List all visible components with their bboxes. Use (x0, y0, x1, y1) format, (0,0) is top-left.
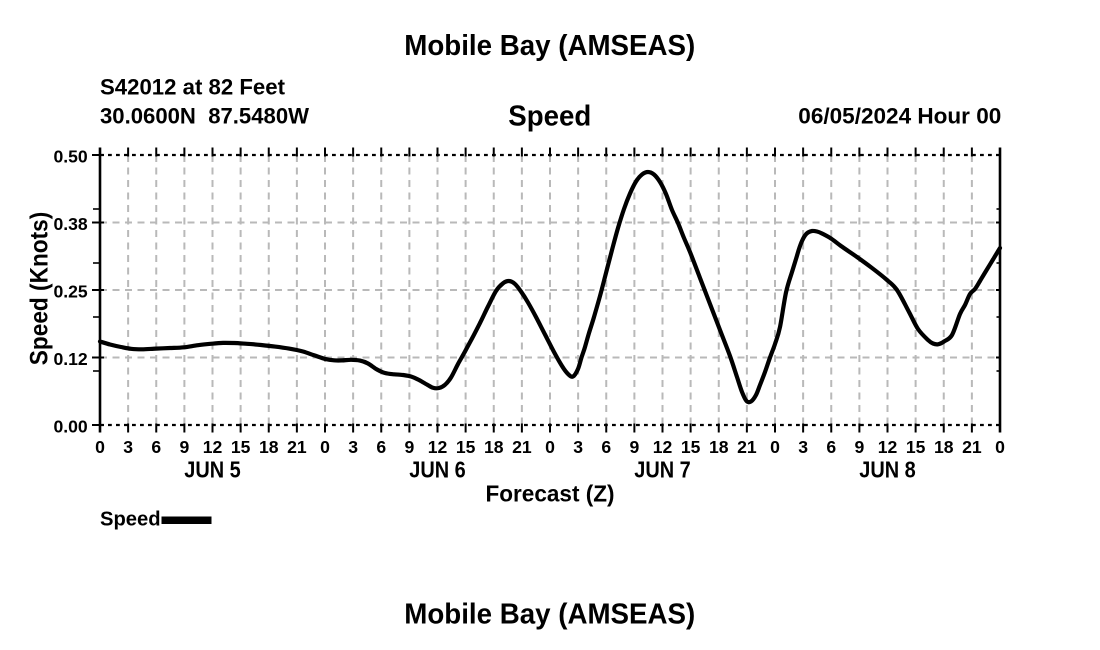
svg-text:3: 3 (348, 437, 358, 457)
svg-text:0.25: 0.25 (53, 281, 87, 301)
svg-text:0: 0 (770, 437, 780, 457)
svg-text:Mobile Bay (AMSEAS): Mobile Bay (AMSEAS) (404, 599, 695, 631)
svg-text:0.12: 0.12 (53, 349, 87, 369)
svg-text:21: 21 (737, 437, 757, 457)
svg-text:15: 15 (231, 437, 251, 457)
svg-text:9: 9 (854, 437, 864, 457)
svg-text:21: 21 (962, 437, 982, 457)
svg-text:0: 0 (95, 437, 105, 457)
svg-text:21: 21 (512, 437, 532, 457)
svg-text:6: 6 (601, 437, 611, 457)
svg-text:JUN 8: JUN 8 (859, 456, 916, 482)
svg-text:Speed (Knots): Speed (Knots) (25, 212, 53, 366)
svg-text:9: 9 (404, 437, 414, 457)
svg-text:18: 18 (934, 437, 954, 457)
svg-text:30.0600N 87.5480W: 30.0600N 87.5480W (100, 104, 309, 129)
svg-text:21: 21 (287, 437, 307, 457)
svg-text:12: 12 (428, 437, 448, 457)
svg-text:18: 18 (259, 437, 279, 457)
svg-text:12: 12 (653, 437, 673, 457)
svg-text:3: 3 (123, 437, 133, 457)
svg-text:9: 9 (179, 437, 189, 457)
svg-text:15: 15 (906, 437, 926, 457)
svg-text:Mobile Bay (AMSEAS): Mobile Bay (AMSEAS) (404, 30, 695, 62)
svg-text:Speed: Speed (508, 101, 591, 133)
svg-text:3: 3 (798, 437, 808, 457)
svg-text:S42012 at 82 Feet: S42012 at 82 Feet (100, 75, 285, 100)
svg-text:0.50: 0.50 (53, 146, 87, 166)
svg-text:0.38: 0.38 (53, 214, 87, 234)
svg-text:9: 9 (629, 437, 639, 457)
svg-text:JUN 7: JUN 7 (634, 456, 691, 482)
svg-text:0: 0 (320, 437, 330, 457)
svg-text:0: 0 (995, 437, 1005, 457)
svg-text:12: 12 (878, 437, 898, 457)
svg-text:6: 6 (151, 437, 161, 457)
svg-text:15: 15 (456, 437, 476, 457)
svg-text:6: 6 (826, 437, 836, 457)
svg-text:15: 15 (681, 437, 701, 457)
svg-text:Speed: Speed (100, 509, 161, 531)
svg-text:18: 18 (709, 437, 729, 457)
svg-text:12: 12 (203, 437, 223, 457)
svg-text:JUN 6: JUN 6 (409, 456, 466, 482)
svg-text:06/05/2024 Hour 00: 06/05/2024 Hour 00 (798, 104, 1001, 129)
svg-text:0: 0 (545, 437, 555, 457)
svg-text:JUN 5: JUN 5 (184, 456, 241, 482)
svg-text:18: 18 (484, 437, 504, 457)
svg-text:Forecast (Z): Forecast (Z) (486, 481, 615, 507)
svg-text:6: 6 (376, 437, 386, 457)
svg-text:3: 3 (573, 437, 583, 457)
svg-text:0.00: 0.00 (53, 416, 87, 436)
